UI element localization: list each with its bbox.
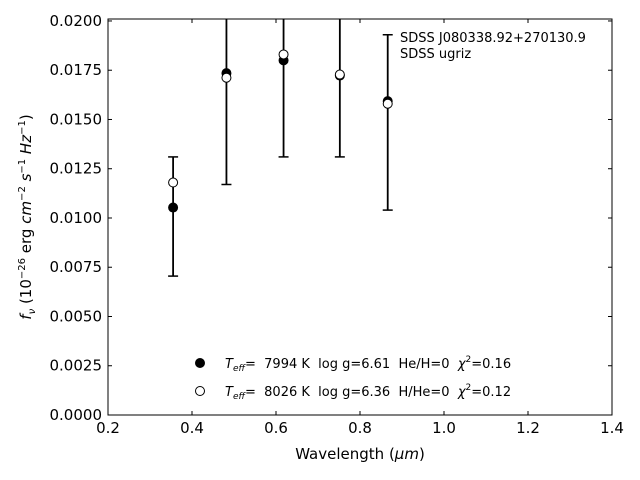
legend-marker-filled: [195, 358, 205, 368]
point-open-1: [221, 72, 232, 83]
x-tick-label-5: 1.2: [516, 419, 540, 437]
point-open-4: [382, 98, 393, 109]
y-tick-label-2: 0.0050: [50, 307, 103, 325]
y-tick-label-7: 0.0175: [50, 61, 103, 79]
y-tick-label-4: 0.0100: [50, 209, 103, 227]
y-tick-label-0: 0.0000: [50, 406, 103, 424]
point-open-3: [334, 69, 345, 80]
y-tick-label-6: 0.0150: [50, 110, 103, 128]
y-tick-label-1: 0.0025: [50, 357, 103, 375]
x-axis-label: Wavelength (μm): [295, 445, 425, 463]
legend-entry-open: Teff= 8026 K log g=6.36 H/He=0 χ2=0.12: [225, 383, 511, 402]
annotation-photometry: SDSS ugriz: [400, 47, 471, 62]
y-axis-ticks: 0.0000 0.0025 0.0050 0.0075 0.0100 0.0125 0.01…: [50, 12, 612, 424]
point-open-0: [168, 177, 179, 188]
legend: Teff= 7994 K log g=6.61 He/H=0 χ2=0.16 T…: [195, 355, 511, 402]
data-markers: [168, 49, 393, 213]
x-tick-label-2: 0.6: [264, 419, 288, 437]
y-tick-label-3: 0.0075: [50, 258, 103, 276]
x-tick-label-0: 0.2: [96, 419, 120, 437]
y-tick-label-8: 0.0200: [50, 12, 103, 30]
legend-marker-open: [195, 386, 205, 396]
x-tick-label-3: 0.8: [348, 419, 372, 437]
x-tick-label-1: 0.4: [180, 419, 204, 437]
x-tick-label-4: 1.0: [432, 419, 456, 437]
legend-entry-filled: Teff= 7994 K log g=6.61 He/H=0 χ2=0.16: [225, 355, 511, 374]
y-axis-label: fν (10−26 erg cm−2 s−1 Hz−1): [17, 114, 38, 319]
point-open-2: [278, 49, 289, 60]
y-tick-label-5: 0.0125: [50, 160, 103, 178]
annotation-object-name: SDSS J080338.92+270130.9: [400, 31, 586, 46]
x-axis-ticks: 0.2 0.4 0.6 0.8 1.0 1.2 1.4: [96, 19, 624, 437]
x-tick-label-6: 1.4: [600, 419, 624, 437]
point-filled-0: [168, 202, 179, 213]
